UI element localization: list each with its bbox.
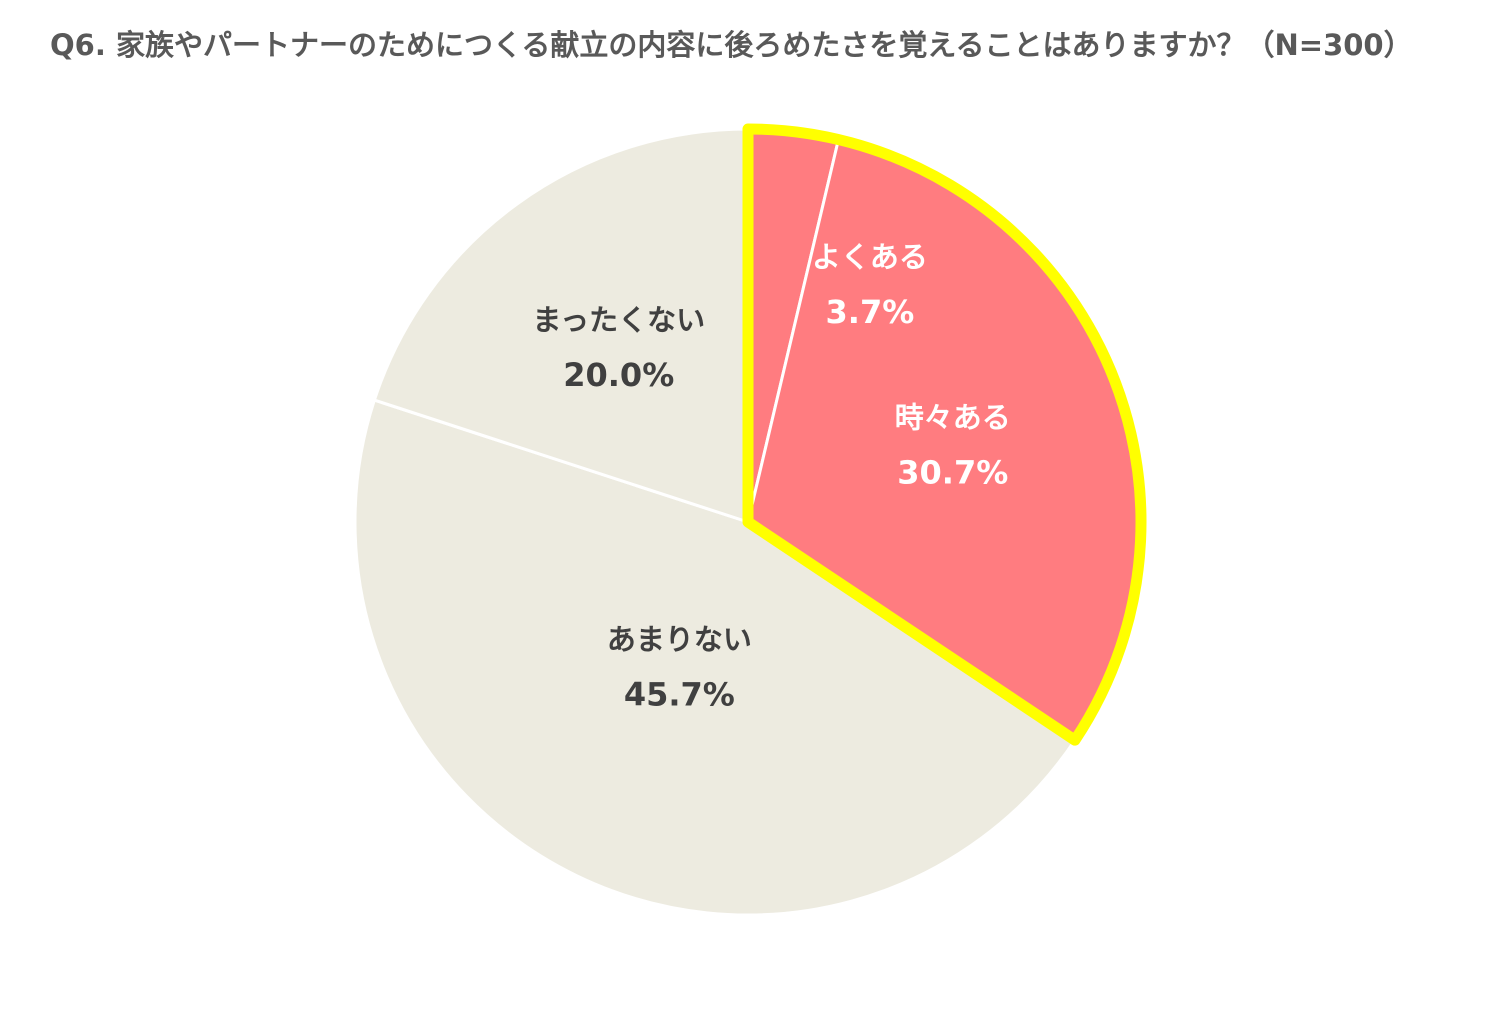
slice-4-label: まったくない	[532, 303, 705, 337]
slice-3	[353, 398, 1077, 917]
slice-4	[372, 127, 750, 524]
chart-title: Q6. 家族やパートナーのためにつくる献立の内容に後ろめたさを覚えることはありま…	[50, 28, 1413, 62]
slice-2-value: 30.7%	[897, 453, 1008, 491]
highlight-group	[742, 123, 1147, 746]
slice-1-label: よくある	[812, 240, 928, 274]
slice-3-value: 45.7%	[624, 675, 735, 713]
highlight-outline	[742, 123, 1147, 746]
slice-3-label: あまりない	[607, 622, 752, 656]
pie-slices	[353, 127, 1143, 917]
slice-1-value: 3.7%	[826, 293, 915, 331]
slice-2-label: 時々ある	[895, 400, 1011, 434]
slice-4-value: 20.0%	[563, 356, 674, 394]
slice-labels: よくある 3.7% 時々ある 30.7% あまりない 45.7% まったくない 20.0%	[532, 240, 1010, 713]
